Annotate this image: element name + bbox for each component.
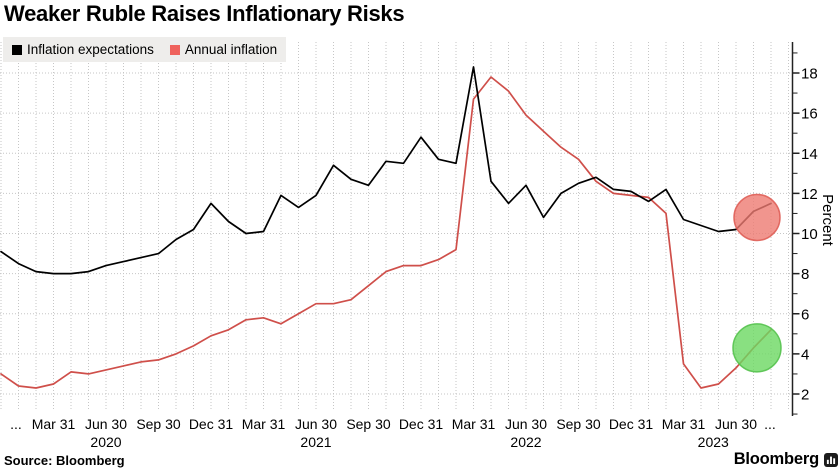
y-tick-label: 14 <box>801 146 818 163</box>
chart-legend: Inflation expectations Annual inflation <box>3 37 287 62</box>
highlight-circle-green <box>732 323 782 373</box>
legend-swatch-red <box>169 44 180 55</box>
x-tick-label: Mar 31 <box>452 416 496 432</box>
y-tick-label: 2 <box>801 387 809 404</box>
legend-label: Annual inflation <box>184 42 278 57</box>
page-title: Weaker Ruble Raises Inflationary Risks <box>4 1 405 26</box>
x-ellipsis-right: ... <box>764 416 776 432</box>
bloomberg-wordmark: Bloomberg <box>733 450 819 468</box>
x-tick-label: Jun 30 <box>85 416 127 432</box>
legend-swatch-black <box>12 44 22 55</box>
x-year-label: 2022 <box>510 434 541 450</box>
y-tick-label: 10 <box>801 226 818 243</box>
highlight-circle-red <box>733 193 781 242</box>
x-ellipsis-left: ... <box>10 416 22 432</box>
x-tick-label: Sep 30 <box>556 416 601 432</box>
y-tick-label: 6 <box>801 306 809 323</box>
x-tick-label: Sep 30 <box>346 416 391 432</box>
x-tick-label: Sep 30 <box>136 416 181 432</box>
x-tick-label: Mar 31 <box>662 416 706 432</box>
y-tick-label: 4 <box>801 346 809 363</box>
x-year-label: 2020 <box>90 434 121 450</box>
y-axis-title: Percent <box>819 194 836 247</box>
x-tick-label: Mar 31 <box>242 416 286 432</box>
y-tick-label: 8 <box>801 266 809 283</box>
x-year-label: 2023 <box>698 434 729 450</box>
x-tick-label: Dec 31 <box>399 416 444 432</box>
bloomberg-brand: Bloomberg <box>734 450 838 469</box>
legend-item-inflation-expectations: Inflation expectations <box>12 42 154 57</box>
y-tick-label: 12 <box>801 186 818 203</box>
y-tick-label: 16 <box>801 106 818 123</box>
x-tick-label: Mar 31 <box>32 416 76 432</box>
x-tick-label: Jun 30 <box>505 416 547 432</box>
series-line-inflation-expectations <box>0 66 772 275</box>
series-line-annual-inflation <box>0 76 772 389</box>
x-tick-label: Dec 31 <box>609 416 654 432</box>
y-tick-label: 18 <box>801 66 818 83</box>
legend-label: Inflation expectations <box>27 42 154 57</box>
x-tick-label: Jun 30 <box>715 416 757 432</box>
x-tick-label: Jun 30 <box>295 416 337 432</box>
bloomberg-terminal-icon <box>824 452 838 467</box>
x-year-label: 2021 <box>300 434 331 450</box>
source-text: Source: Bloomberg <box>4 453 125 468</box>
x-tick-label: Dec 31 <box>189 416 234 432</box>
legend-item-annual-inflation: Annual inflation <box>169 42 278 57</box>
